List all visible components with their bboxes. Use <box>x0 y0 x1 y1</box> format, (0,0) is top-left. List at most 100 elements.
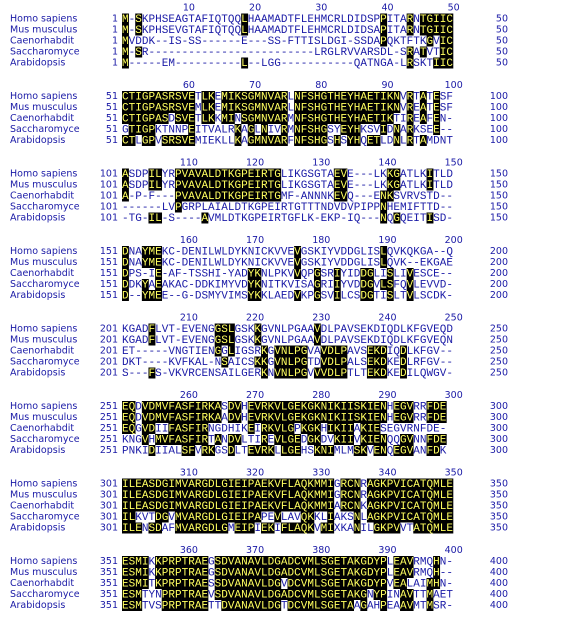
identity-highlight <box>347 556 354 567</box>
identity-highlight <box>155 567 163 578</box>
sequence: ESMIKKPRPTRAEGSDVANAVLDGADCVMLSGETAKGDYP… <box>122 556 453 568</box>
identity-highlight <box>194 511 202 523</box>
identity-highlight <box>340 434 348 445</box>
end-position: 300 <box>490 434 508 445</box>
identity-highlight <box>439 46 447 58</box>
identity-highlight <box>426 445 434 456</box>
species-name: Arabidopsis <box>10 58 65 69</box>
identity-highlight <box>194 567 202 578</box>
end-position: 400 <box>490 578 508 589</box>
identity-highlight <box>347 578 354 589</box>
identity-highlight <box>241 24 249 36</box>
identity-highlight <box>135 46 143 58</box>
identity-highlight <box>168 401 176 412</box>
start-position: 251 <box>100 434 118 445</box>
identity-highlight <box>201 91 209 102</box>
identity-highlight <box>128 91 136 102</box>
sequence: ILEASDGIMVARGDLGIEIPAEKVFLAQKMMIGRCNRAGK… <box>122 490 453 502</box>
identity-highlight <box>280 102 288 113</box>
identity-highlight <box>380 489 388 501</box>
identity-highlight <box>340 423 348 434</box>
identity-highlight <box>135 567 143 578</box>
identity-highlight <box>214 500 222 512</box>
identity-highlight <box>366 511 374 523</box>
identity-highlight <box>254 168 262 180</box>
species-name: Mus musculus <box>10 567 77 578</box>
identity-highlight <box>254 412 262 423</box>
identity-highlight <box>201 522 209 534</box>
identity-highlight <box>294 522 302 534</box>
identity-highlight <box>307 578 315 589</box>
identity-highlight <box>393 179 401 191</box>
identity-highlight <box>241 113 249 124</box>
identity-highlight <box>333 556 341 567</box>
end-position: 100 <box>490 124 508 135</box>
identity-highlight <box>274 345 282 357</box>
identity-highlight <box>313 334 321 346</box>
identity-highlight <box>294 500 302 512</box>
identity-highlight <box>128 600 136 611</box>
identity-highlight <box>241 57 249 69</box>
identity-highlight <box>254 445 262 456</box>
end-position: 400 <box>490 589 508 600</box>
start-position: 301 <box>100 479 118 490</box>
identity-highlight <box>373 345 381 357</box>
identity-highlight <box>294 113 302 124</box>
identity-highlight <box>141 113 149 124</box>
identity-highlight <box>280 356 288 368</box>
identity-highlight <box>122 511 129 523</box>
identity-highlight <box>227 478 235 490</box>
identity-highlight <box>373 356 381 368</box>
identity-highlight <box>446 57 454 69</box>
identity-highlight <box>155 257 163 268</box>
identity-highlight <box>280 401 288 412</box>
identity-highlight <box>194 522 202 534</box>
identity-highlight <box>267 91 275 102</box>
identity-highlight <box>267 102 275 113</box>
identity-highlight <box>194 589 202 600</box>
identity-highlight <box>201 434 209 445</box>
identity-highlight <box>234 600 242 611</box>
identity-highlight <box>181 489 189 501</box>
identity-highlight <box>174 500 182 512</box>
sequence: KNGVHMVFASFIRTANDVLTIREVLGEDGKDVKIIVKIEN… <box>122 434 447 446</box>
identity-highlight <box>261 589 268 600</box>
identity-highlight <box>135 102 143 113</box>
identity-highlight <box>148 478 156 490</box>
identity-highlight <box>234 91 242 102</box>
identity-highlight <box>201 102 209 113</box>
identity-highlight <box>274 135 282 146</box>
identity-highlight <box>386 478 394 490</box>
identity-highlight <box>174 135 182 146</box>
identity-highlight <box>353 489 361 501</box>
identity-highlight <box>234 179 242 191</box>
sequence: EQGVDIIFASFIRNGDHIKEIRKVLGPKGKHIKIIAKIES… <box>122 423 446 435</box>
identity-highlight <box>380 600 388 611</box>
species-name: Caenorhabdit <box>10 423 74 434</box>
identity-highlight <box>168 600 176 611</box>
identity-highlight <box>274 412 282 423</box>
identity-highlight <box>181 168 189 180</box>
identity-highlight <box>188 434 196 445</box>
identity-highlight <box>419 91 427 102</box>
start-position: 251 <box>100 401 118 412</box>
identity-highlight <box>380 445 388 456</box>
identity-highlight <box>300 500 308 512</box>
identity-highlight <box>400 345 407 357</box>
start-position: 151 <box>100 257 118 268</box>
end-position: 350 <box>490 479 508 490</box>
sequence: ------LVPGRPLAIALDTKGPEIRTGTTTNDVDVPIPPN… <box>122 202 453 214</box>
identity-highlight <box>141 401 149 412</box>
identity-highlight <box>380 212 388 224</box>
identity-highlight <box>247 500 255 512</box>
identity-highlight <box>227 190 235 202</box>
identity-highlight <box>261 124 268 135</box>
start-position: 1 <box>112 58 118 69</box>
identity-highlight <box>174 201 182 213</box>
identity-highlight <box>174 412 182 423</box>
identity-highlight <box>294 478 302 490</box>
start-position: 351 <box>100 578 118 589</box>
identity-highlight <box>446 522 454 534</box>
ruler-number: 390 <box>378 545 396 556</box>
identity-highlight <box>313 102 321 113</box>
